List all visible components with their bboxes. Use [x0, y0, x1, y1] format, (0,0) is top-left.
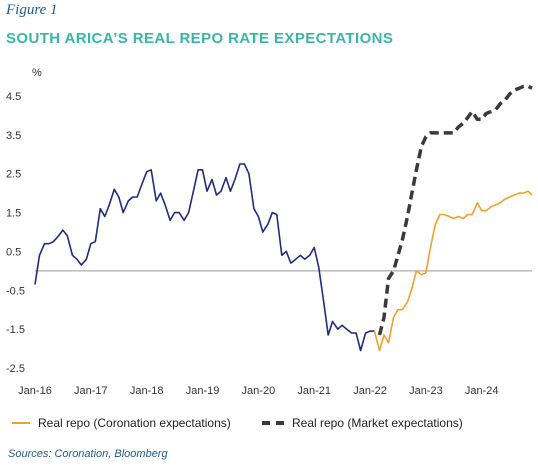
series-line-coronation: [373, 190, 533, 352]
x-tick-label-7: Jan-23: [409, 385, 443, 397]
legend-item-market: Real repo (Market expectations): [262, 416, 463, 430]
x-tick-label-1: Jan-17: [74, 385, 108, 397]
legend-label-coronation: Real repo (Coronation expectations): [38, 416, 231, 430]
x-tick-label-3: Jan-19: [186, 385, 220, 397]
y-axis: % 4.5 3.5 2.5 1.5 0.5 -0.5 -1.5 -2.5: [6, 67, 42, 375]
legend-label-market: Real repo (Market expectations): [292, 416, 463, 430]
legend-swatch-coronation: [12, 422, 30, 424]
x-tick-label-6: Jan-22: [353, 385, 387, 397]
legend-item-coronation: Real repo (Coronation expectations): [12, 416, 231, 430]
x-tick-label-4: Jan-20: [242, 385, 276, 397]
y-tick-label-7: -2.5: [6, 363, 25, 375]
y-tick-label-0: 4.5: [6, 91, 21, 103]
x-tick-label-2: Jan-18: [130, 385, 164, 397]
x-tick-label-8: Jan-24: [465, 385, 499, 397]
y-tick-label-2: 2.5: [6, 169, 21, 181]
series-line-historical: [34, 163, 375, 352]
figure-label: Figure 1: [6, 2, 58, 18]
legend-swatch-market: [262, 421, 284, 425]
x-axis: Jan-16 Jan-17 Jan-18 Jan-19 Jan-20 Jan-21 Jan-…: [18, 385, 498, 397]
series-lines: [34, 84, 533, 352]
source-note: Sources: Coronation, Bloomberg: [8, 448, 168, 460]
y-tick-label-5: -0.5: [6, 285, 25, 297]
y-tick-label-6: -1.5: [6, 324, 25, 336]
y-tick-label-1: 3.5: [6, 130, 21, 142]
y-axis-unit-label: %: [32, 67, 42, 79]
x-tick-label-0: Jan-16: [18, 385, 52, 397]
y-tick-label-3: 1.5: [6, 208, 21, 220]
series-line-market: [377, 84, 533, 336]
x-tick-label-5: Jan-21: [297, 385, 331, 397]
chart-title: SOUTH ARICA’S REAL REPO RATE EXPECTATION…: [6, 30, 394, 47]
y-tick-label-4: 0.5: [6, 246, 21, 258]
